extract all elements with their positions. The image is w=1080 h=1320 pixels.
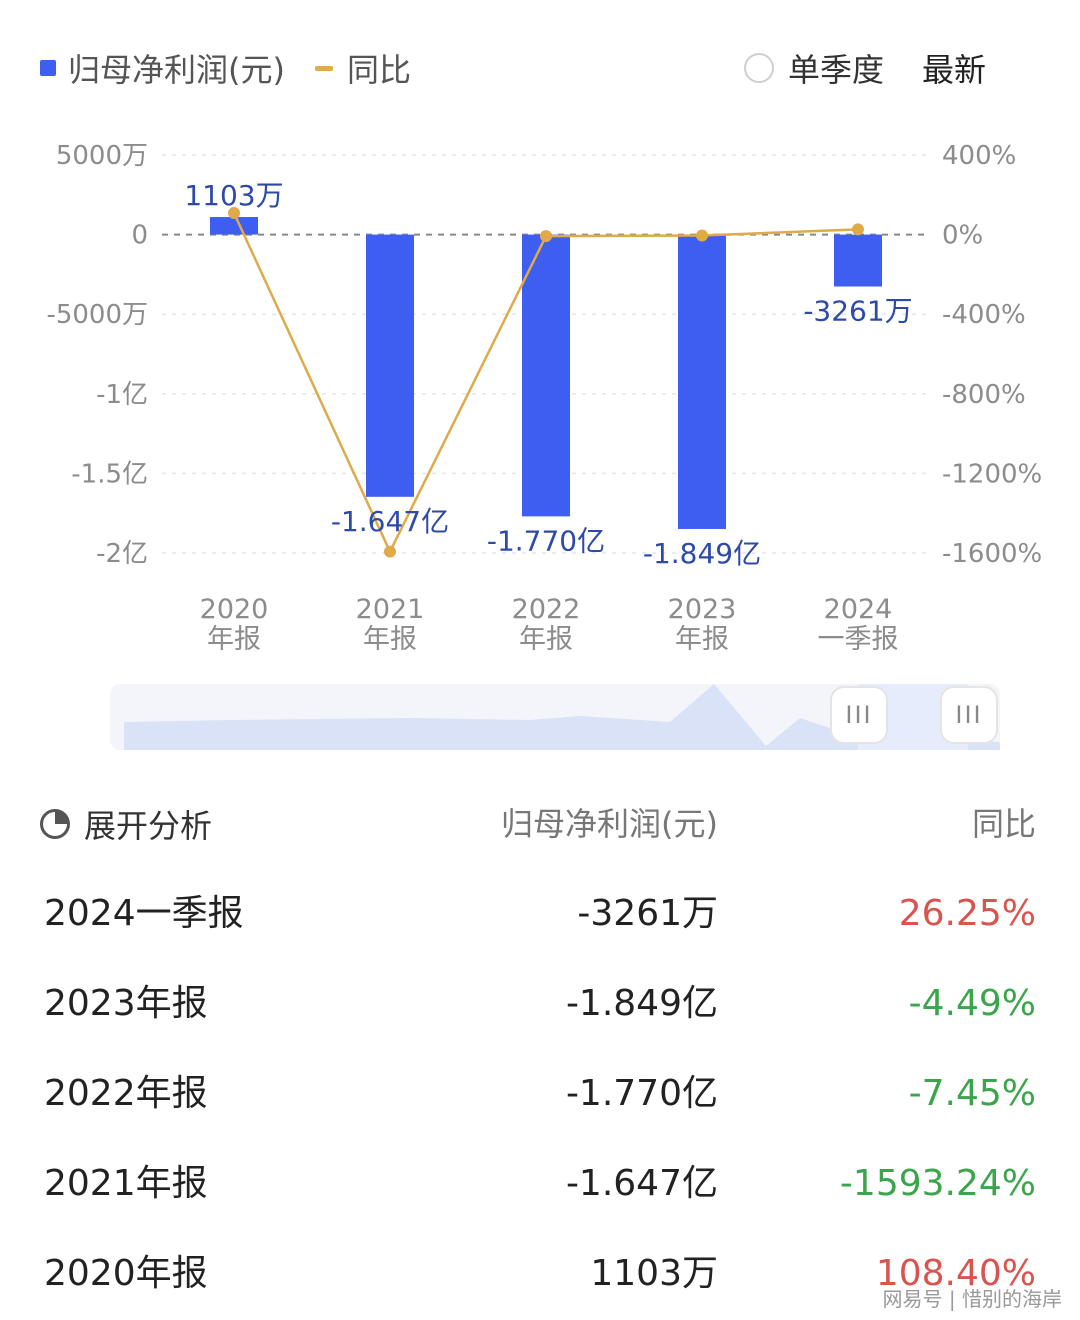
- expand-analysis-label[interactable]: 展开分析: [84, 807, 213, 845]
- x-axis-tick-label: 2024: [824, 594, 893, 625]
- row-yoy: -1593.24%: [839, 1163, 1036, 1204]
- table-row[interactable]: 2024一季报 -3261万 26.25%: [40, 884, 1040, 944]
- right-axis-tick-label: -1600%: [942, 539, 1042, 569]
- right-axis-tick-label: 400%: [942, 141, 1016, 171]
- row-period: 2024一季报: [44, 893, 244, 934]
- row-net-profit: -1.647亿: [565, 1163, 718, 1204]
- bar-legend-swatch: [40, 60, 56, 76]
- yoy-point: [228, 207, 240, 220]
- row-period: 2020年报: [44, 1253, 208, 1294]
- scroller-left-handle[interactable]: III: [830, 686, 888, 744]
- row-period: 2021年报: [44, 1163, 208, 1204]
- x-axis-tick-sublabel: 年报: [519, 624, 573, 655]
- left-axis-tick-label: -5000万: [46, 300, 148, 330]
- row-yoy: -7.45%: [908, 1073, 1036, 1114]
- chart-range-scroller[interactable]: III III: [110, 684, 1000, 750]
- x-axis-tick-sublabel: 年报: [675, 624, 729, 655]
- row-yoy: -4.49%: [908, 983, 1036, 1024]
- profit-bar: [522, 234, 570, 517]
- yoy-point: [852, 223, 864, 236]
- left-axis-tick-label: -1.5亿: [71, 459, 148, 489]
- line-legend-swatch: [314, 65, 333, 71]
- row-period: 2022年报: [44, 1073, 208, 1114]
- bar-data-label: -1.647亿: [331, 505, 449, 538]
- scroller-right-handle[interactable]: III: [940, 686, 998, 744]
- x-axis-tick-sublabel: 年报: [363, 624, 417, 655]
- profit-bar: [834, 234, 882, 287]
- profit-bar: [678, 234, 726, 529]
- table-row[interactable]: 2023年报 -1.849亿 -4.49%: [40, 974, 1040, 1034]
- profit-chart: 5000万 0 -5000万 -1亿 -1.5亿 -2亿 400% 0% -400% -800% -…: [46, 141, 1042, 655]
- bar-data-label: -3261万: [803, 295, 912, 328]
- bar-legend-label: 归母净利润(元): [68, 51, 285, 89]
- right-axis-tick-label: 0%: [942, 221, 983, 251]
- right-axis-tick-label: -1200%: [942, 459, 1042, 489]
- x-axis-tick-sublabel: 年报: [207, 624, 261, 655]
- left-axis-tick-label: -1亿: [96, 380, 148, 410]
- row-net-profit: -3261万: [577, 893, 718, 934]
- row-net-profit: 1103万: [590, 1253, 718, 1294]
- row-period: 2023年报: [44, 983, 208, 1024]
- bar-data-label: 1103万: [184, 179, 283, 212]
- table-row[interactable]: 2020年报 1103万 108.40%: [40, 1244, 1040, 1304]
- x-axis-tick-label: 2022: [512, 594, 581, 625]
- x-axis-tick-sublabel: 一季报: [818, 624, 899, 655]
- left-axis-tick-label: 5000万: [56, 141, 148, 171]
- x-axis-tick-label: 2021: [356, 594, 425, 625]
- expand-analysis-button[interactable]: 展开分析: [40, 796, 212, 852]
- x-axis-tick-label: 2023: [668, 594, 737, 625]
- row-net-profit: -1.849亿: [565, 983, 718, 1024]
- row-yoy: 26.25%: [898, 893, 1036, 934]
- left-axis-tick-label: -2亿: [96, 539, 148, 569]
- x-axis-tick-label: 2020: [200, 594, 269, 625]
- right-axis-tick-label: -400%: [942, 300, 1026, 330]
- left-axis-tick-label: 0: [131, 221, 148, 251]
- line-legend-label: 同比: [346, 51, 411, 89]
- latest-button[interactable]: 最新: [922, 51, 987, 89]
- table-row[interactable]: 2021年报 -1.647亿 -1593.24%: [40, 1154, 1040, 1214]
- bar-data-label: -1.849亿: [643, 537, 761, 570]
- radio-circle-icon[interactable]: [744, 53, 774, 83]
- pie-chart-icon[interactable]: [40, 809, 70, 839]
- right-axis-tick-label: -800%: [942, 380, 1026, 410]
- profit-bar: [210, 217, 258, 235]
- single-quarter-toggle[interactable]: 单季度 最新: [744, 44, 986, 92]
- watermark: 网易号 | 惜别的海岸: [882, 1287, 1062, 1311]
- table-row[interactable]: 2022年报 -1.770亿 -7.45%: [40, 1064, 1040, 1124]
- chart-legend: 归母净利润(元) 同比: [40, 44, 411, 92]
- yoy-point: [696, 229, 708, 242]
- single-quarter-label[interactable]: 单季度: [788, 51, 885, 89]
- scroller-preview: [124, 684, 1000, 750]
- yoy-point: [384, 545, 396, 558]
- column-header-net-profit: 归母净利润(元): [501, 805, 718, 843]
- yoy-point: [540, 230, 552, 243]
- profit-bar: [366, 234, 414, 497]
- column-header-yoy: 同比: [971, 805, 1036, 843]
- bar-data-label: -1.770亿: [487, 524, 605, 557]
- row-yoy: 108.40%: [875, 1253, 1036, 1294]
- table-header: 展开分析 归母净利润(元) 同比: [40, 796, 1040, 852]
- row-net-profit: -1.770亿: [565, 1073, 718, 1114]
